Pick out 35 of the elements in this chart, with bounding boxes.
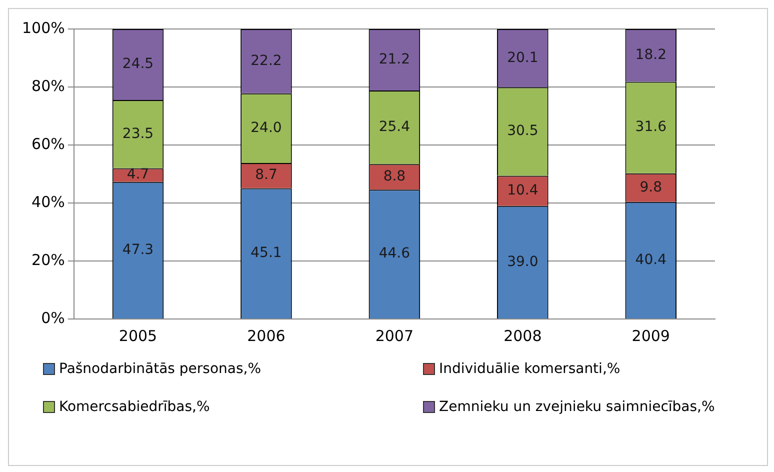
legend-label: Komercsabiedrības,% [59,399,210,415]
data-label: 23.5 [122,126,154,142]
data-label: 8.8 [383,168,406,185]
x-tick-label: 2007 [375,326,414,345]
y-tick-label: 60% [32,134,65,153]
data-label: 9.8 [640,179,662,196]
legend-label: Pašnodarbinātās personas,% [59,361,262,377]
y-tick-label: 0% [41,308,65,327]
legend-label: Individuālie komersanti,% [439,361,620,377]
data-label: 39.0 [507,254,538,270]
x-tick-label: 2005 [118,326,158,345]
data-label: 47.3 [122,242,154,258]
data-label: 31.6 [635,119,667,136]
data-label: 30.5 [507,123,538,140]
data-label: 21.2 [378,51,410,68]
data-label: 25.4 [378,118,410,135]
data-label: 40.4 [635,252,667,268]
x-tick-label: 2008 [504,326,542,345]
data-label: 45.1 [250,244,282,261]
data-label: 4.7 [126,166,150,183]
y-tick-label: 40% [32,192,65,211]
data-label: 18.2 [635,47,666,64]
legend-label: Zemnieku un zvejnieku saimniecības,% [439,399,715,415]
data-label: 44.6 [378,246,410,262]
data-label: 8.7 [255,167,278,184]
data-label: 24.0 [250,120,282,136]
x-tick-label: 2006 [247,326,286,345]
data-label: 22.2 [250,52,282,69]
y-tick-label: 80% [32,76,65,95]
data-label: 24.5 [122,56,154,72]
y-tick-label: 20% [32,250,65,269]
y-tick-label: 100% [22,18,65,37]
data-label: 20.1 [507,50,538,66]
data-label: 10.4 [507,182,538,198]
x-tick-label: 2009 [632,326,670,345]
